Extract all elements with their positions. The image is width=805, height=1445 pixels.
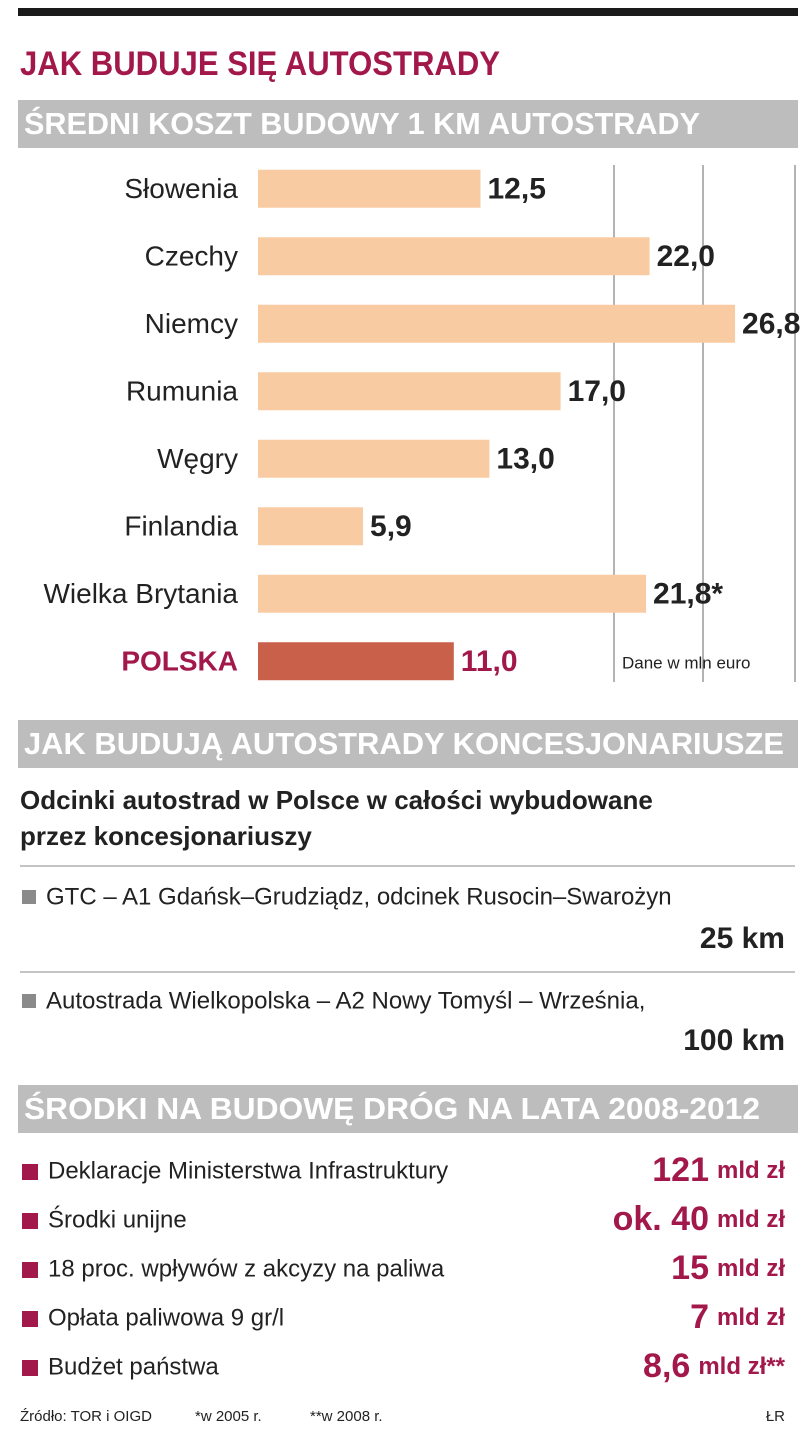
amount: 121 — [652, 1151, 709, 1189]
unit: mld zł — [717, 1157, 785, 1184]
amount: 15 — [671, 1249, 709, 1287]
section-bar — [18, 720, 798, 768]
footnote: **w 2008 r. — [310, 1408, 383, 1425]
category-label: Czechy — [145, 241, 238, 272]
bar — [258, 169, 481, 208]
category-label: Niemcy — [145, 308, 238, 339]
section-bar — [18, 100, 798, 148]
unit: mld zł — [717, 1304, 785, 1331]
footnote: *w 2005 r. — [195, 1408, 262, 1425]
value-label: 13,0 — [496, 443, 554, 476]
amount: 7 — [690, 1298, 709, 1336]
funds-list: Deklaracje Ministerstwa Infrastruktury 12… — [22, 1151, 786, 1385]
value-label: 22,0 — [657, 240, 715, 273]
bar — [258, 304, 736, 343]
unit: mld zł — [717, 1255, 785, 1282]
category-label: Rumunia — [126, 376, 238, 407]
category-label: Słowenia — [124, 173, 238, 204]
fund-label: Budżet państwa — [48, 1353, 219, 1380]
page-title: JAK BUDUJE SIĘ AUTOSTRADY — [20, 45, 500, 83]
section-title: ŚRODKI NA BUDOWĘ DRÓG NA LATA 2008-2012 — [24, 1090, 760, 1126]
bullet — [22, 1262, 38, 1278]
bullet — [22, 1360, 38, 1376]
fund-label: Opłata paliwowa 9 gr/l — [48, 1304, 284, 1331]
bullet — [22, 1213, 38, 1229]
chart-note: Dane w mln euro — [622, 653, 751, 672]
bar — [258, 642, 454, 681]
chart-title: ŚREDNI KOSZT BUDOWY 1 KM AUTOSTRADY — [24, 105, 700, 141]
item-text: Autostrada Wielkopolska – A2 Nowy Tomyśl… — [46, 987, 645, 1014]
bar — [258, 237, 650, 276]
bar — [258, 372, 561, 411]
bar-chart: Słowenia 12,5 Czechy 22,0 Niemcy 26,8 Rumunia 1… — [43, 165, 800, 682]
author: ŁR — [766, 1408, 785, 1425]
bullet — [22, 1164, 38, 1180]
fund-label: Środki unijne — [48, 1205, 187, 1233]
section-bar — [18, 1085, 798, 1133]
amount: ok. 40 — [613, 1200, 709, 1238]
category-label: Finlandia — [124, 511, 238, 542]
source: Źródło: TOR i OIGD — [20, 1408, 152, 1425]
fund-amount: 7 mld zł — [690, 1298, 785, 1336]
bullet — [22, 994, 36, 1008]
unit: mld zł** — [698, 1353, 785, 1380]
fund-label: Deklaracje Ministerstwa Infrastruktury — [48, 1157, 448, 1184]
amount: 8,6 — [643, 1347, 690, 1385]
value-label: 26,8 — [742, 308, 800, 341]
fund-amount: ok. 40 mld zł — [613, 1200, 786, 1238]
subtitle: Odcinki autostrad w Polsce w całości wyb… — [20, 785, 653, 815]
top-rule — [18, 8, 798, 16]
value-label: 11,0 — [461, 645, 518, 678]
bullet — [22, 890, 36, 904]
bar — [258, 507, 364, 546]
fund-label: 18 proc. wpływów z akcyzy na paliwa — [48, 1255, 445, 1282]
fund-amount: 8,6 mld zł** — [643, 1347, 786, 1385]
item-length: 100 km — [683, 1024, 785, 1057]
bar — [258, 439, 490, 478]
item-text: GTC – A1 Gdańsk–Grudziądz, odcinek Rusoc… — [46, 883, 672, 910]
category-label: POLSKA — [121, 646, 238, 677]
unit: mld zł — [717, 1206, 785, 1233]
subtitle: przez koncesjonariuszy — [20, 821, 312, 851]
category-label: Węgry — [157, 443, 238, 474]
category-label: Wielka Brytania — [43, 578, 238, 609]
item-length: 25 km — [700, 922, 785, 955]
value-label: 17,0 — [568, 375, 626, 408]
section-title: JAK BUDUJĄ AUTOSTRADY KONCESJONARIUSZE — [24, 726, 784, 761]
value-label: 12,5 — [488, 173, 546, 206]
fund-amount: 15 mld zł — [671, 1249, 785, 1287]
fund-amount: 121 mld zł — [652, 1151, 785, 1189]
bullet — [22, 1311, 38, 1327]
value-label: 5,9 — [370, 510, 412, 543]
bar — [258, 574, 647, 613]
value-label: 21,8* — [653, 578, 723, 611]
